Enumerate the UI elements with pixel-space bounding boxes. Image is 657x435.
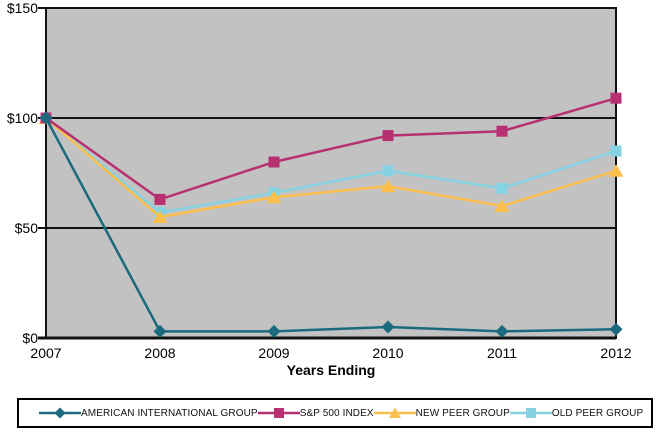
series-marker-square: [154, 193, 166, 205]
series-marker-triangle: [380, 179, 396, 193]
legend-marker-triangle-icon: [373, 407, 416, 418]
series-marker-square: [382, 130, 394, 142]
series-marker-triangle: [266, 190, 282, 204]
legend: AMERICAN INTERNATIONAL GROUP S&P 500 INDE…: [17, 398, 653, 428]
x-tick-label: 2007: [30, 345, 62, 361]
series-marker-diamond: [609, 322, 623, 336]
series-line: [45, 117, 617, 219]
y-tick-label: $50: [14, 220, 38, 236]
series-marker-triangle: [494, 199, 510, 212]
series-marker-diamond: [495, 324, 509, 338]
series-marker-triangle: [152, 210, 168, 223]
legend-item-label: OLD PEER GROUP: [551, 407, 644, 419]
legend-marker-square-icon: [257, 408, 300, 418]
legend-item: NEW PEER GROUP: [373, 406, 510, 420]
series-marker-diamond: [381, 320, 395, 334]
y-tick-label: $100: [6, 110, 38, 126]
legend-item: AMERICAN INTERNATIONAL GROUP: [39, 406, 258, 420]
legend-item-label: S&P 500 INDEX: [299, 407, 374, 419]
x-tick-label: 2009: [258, 345, 290, 361]
legend-item: S&P 500 INDEX: [257, 406, 374, 420]
plot-background: [46, 8, 616, 338]
series-line: [45, 96, 617, 201]
series-marker-square: [610, 92, 622, 104]
legend-marker-diamond-icon: [39, 407, 81, 419]
series-marker-diamond: [267, 324, 281, 338]
x-tick-label: 2012: [600, 345, 632, 361]
series-marker-square: [268, 156, 280, 168]
series-marker-diamond: [39, 111, 53, 125]
legend-item: OLD PEER GROUP: [509, 406, 644, 420]
series-line: [45, 117, 617, 214]
series-marker-square: [610, 145, 622, 157]
y-tick-label: $0: [22, 330, 38, 346]
legend-marker-square-icon: [509, 408, 552, 418]
legend-item-label: NEW PEER GROUP: [415, 407, 510, 419]
series-marker-triangle: [608, 164, 624, 177]
x-axis-title: Years Ending: [286, 362, 376, 378]
x-tick-label: 2011: [486, 345, 518, 361]
series-marker-square: [496, 182, 508, 194]
legend-item-label: AMERICAN INTERNATIONAL GROUP: [81, 407, 258, 419]
series-marker-diamond: [153, 324, 167, 338]
x-tick-label: 2008: [144, 345, 176, 361]
y-tick-label: $150: [6, 0, 38, 16]
series-marker-square: [496, 125, 508, 137]
x-tick-label: 2010: [372, 345, 404, 361]
series-marker-square: [382, 165, 394, 177]
series-line: [44, 117, 617, 333]
